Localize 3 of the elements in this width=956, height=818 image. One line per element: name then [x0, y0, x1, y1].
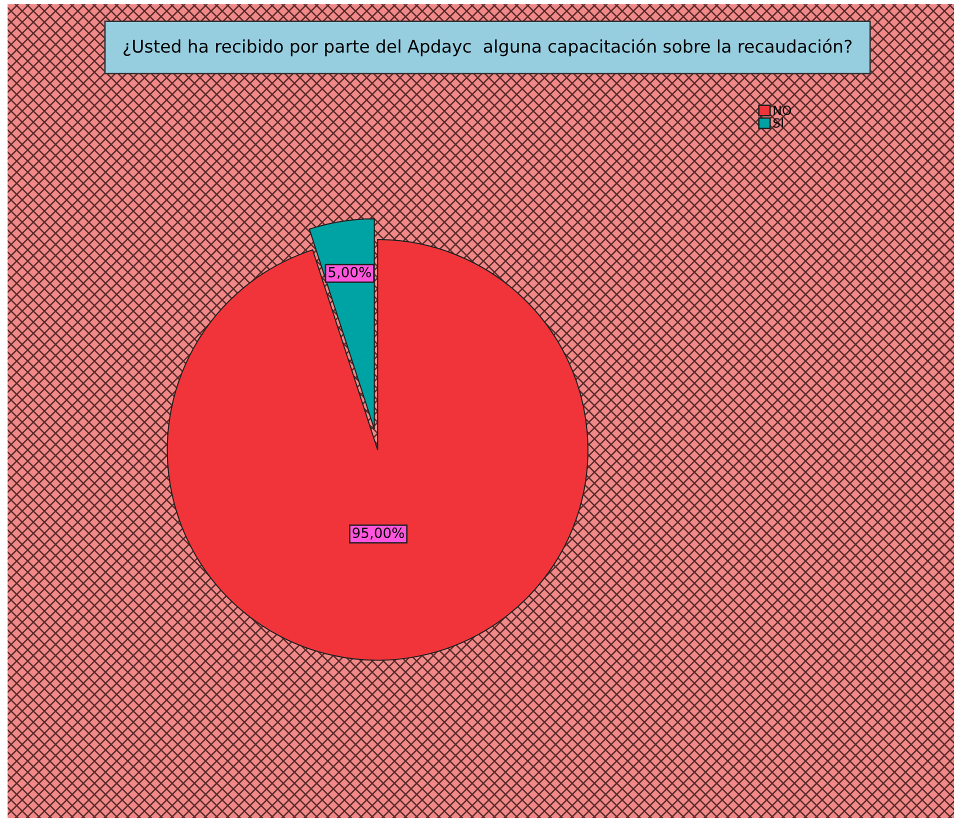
- data-label: 95,00%: [352, 528, 404, 540]
- chart-title: ¿Usted ha recibido por parte del Apdayc alguna capacitación sobre la recaudación?: [124, 38, 852, 56]
- data-label: 5,00%: [328, 266, 371, 279]
